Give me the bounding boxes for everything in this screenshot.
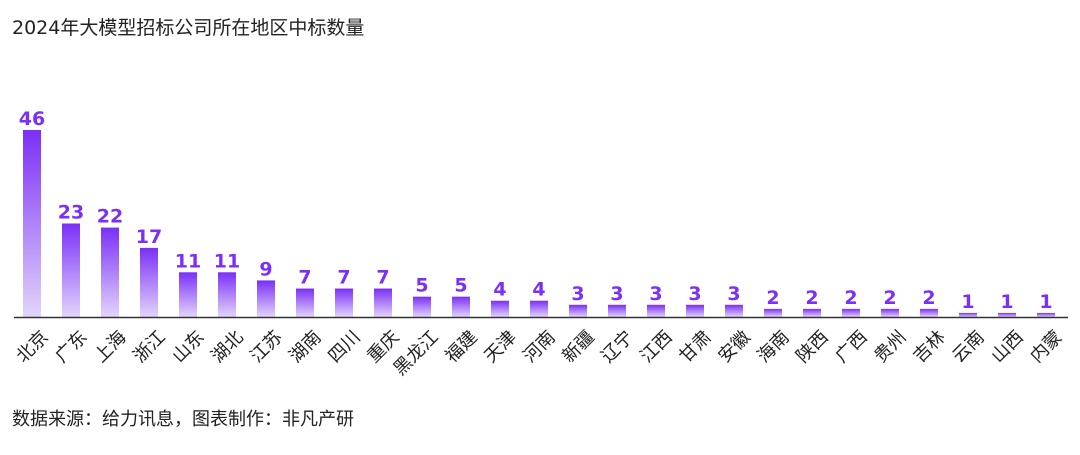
x-tick-label-8: 四川 [324, 327, 364, 367]
x-tick-label-25: 山西 [987, 327, 1027, 367]
x-tick-label-24: 云南 [948, 327, 988, 367]
bars-group [23, 130, 1055, 317]
bar-12 [491, 300, 509, 317]
x-tick-label-2: 上海 [90, 327, 130, 367]
x-tick-label-5: 湖北 [207, 327, 247, 367]
bar-value-label-20: 2 [805, 287, 818, 309]
bar-21 [842, 308, 860, 317]
x-tick-label-17: 甘肃 [675, 327, 715, 367]
bar-value-label-3: 17 [136, 226, 162, 248]
bar-24 [959, 312, 977, 317]
x-tick-label-4: 山东 [168, 327, 208, 367]
tick-labels-group: 北京广东上海浙江山东湖北江苏湖南四川重庆黑龙江福建天津河南新疆辽宁江西甘肃安徽海… [12, 327, 1066, 380]
x-tick-label-3: 浙江 [129, 327, 169, 367]
bar-value-label-23: 2 [922, 287, 935, 309]
bar-value-label-1: 23 [58, 202, 84, 224]
bar-1 [62, 223, 80, 317]
bar-value-label-11: 5 [454, 275, 467, 297]
bar-18 [725, 304, 743, 317]
bar-6 [257, 280, 275, 317]
bar-value-label-22: 2 [883, 287, 896, 309]
bar-23 [920, 308, 938, 317]
bar-17 [686, 304, 704, 317]
bar-26 [1037, 312, 1055, 317]
bar-value-label-5: 11 [214, 250, 240, 272]
x-tick-label-10: 黑龙江 [390, 327, 443, 380]
x-tick-label-11: 福建 [441, 327, 481, 367]
bar-15 [608, 304, 626, 317]
bar-value-label-26: 1 [1039, 291, 1052, 313]
bar-13 [530, 300, 548, 317]
bar-value-label-14: 3 [571, 283, 584, 305]
bar-14 [569, 304, 587, 317]
x-tick-label-22: 贵州 [870, 327, 910, 367]
source-note: 数据来源：给力讯息，图表制作：非凡产研 [12, 409, 354, 430]
bar-22 [881, 308, 899, 317]
bar-value-label-6: 9 [259, 258, 272, 280]
bar-0 [23, 130, 41, 317]
bar-value-label-13: 4 [532, 279, 545, 301]
bar-value-label-15: 3 [610, 283, 623, 305]
bar-16 [647, 304, 665, 317]
x-tick-label-1: 广东 [51, 327, 91, 367]
bar-value-label-18: 3 [727, 283, 740, 305]
x-tick-label-20: 陕西 [792, 327, 832, 367]
x-tick-label-13: 河南 [519, 327, 559, 367]
bar-value-label-7: 7 [298, 267, 311, 289]
bar-8 [335, 288, 353, 317]
x-tick-label-12: 天津 [480, 327, 520, 367]
bar-5 [218, 272, 236, 317]
bar-20 [803, 308, 821, 317]
x-tick-label-7: 湖南 [285, 327, 325, 367]
bar-value-label-0: 46 [19, 108, 45, 130]
x-tick-label-16: 江西 [636, 327, 676, 367]
bar-4 [179, 272, 197, 317]
bar-25 [998, 312, 1016, 317]
bar-value-label-8: 7 [337, 267, 350, 289]
x-tick-label-23: 吉林 [909, 327, 949, 367]
bar-value-label-19: 2 [766, 287, 779, 309]
x-tick-label-14: 新疆 [558, 327, 598, 367]
x-tick-label-19: 海南 [753, 327, 793, 367]
bar-7 [296, 288, 314, 317]
bar-value-label-24: 1 [961, 291, 974, 313]
bar-value-label-21: 2 [844, 287, 857, 309]
bar-19 [764, 308, 782, 317]
bar-value-label-2: 22 [97, 206, 123, 228]
bar-value-label-12: 4 [493, 279, 506, 301]
x-tick-label-15: 辽宁 [597, 327, 637, 367]
bar-value-label-4: 11 [175, 250, 201, 272]
bar-3 [140, 247, 158, 317]
bar-value-label-17: 3 [688, 283, 701, 305]
x-tick-label-0: 北京 [12, 327, 52, 367]
bar-value-label-10: 5 [415, 275, 428, 297]
bar-9 [374, 288, 392, 317]
bar-11 [452, 296, 470, 317]
x-tick-label-6: 江苏 [246, 327, 286, 367]
bar-value-label-9: 7 [376, 267, 389, 289]
bar-2 [101, 227, 119, 317]
bar-value-label-16: 3 [649, 283, 662, 305]
x-tick-label-21: 广西 [831, 327, 871, 367]
x-tick-label-18: 安徽 [714, 327, 754, 367]
chart-title: 2024年大模型招标公司所在地区中标数量 [12, 17, 365, 39]
x-tick-label-26: 内蒙 [1026, 327, 1066, 367]
bar-value-label-25: 1 [1000, 291, 1013, 313]
bar-10 [413, 296, 431, 317]
